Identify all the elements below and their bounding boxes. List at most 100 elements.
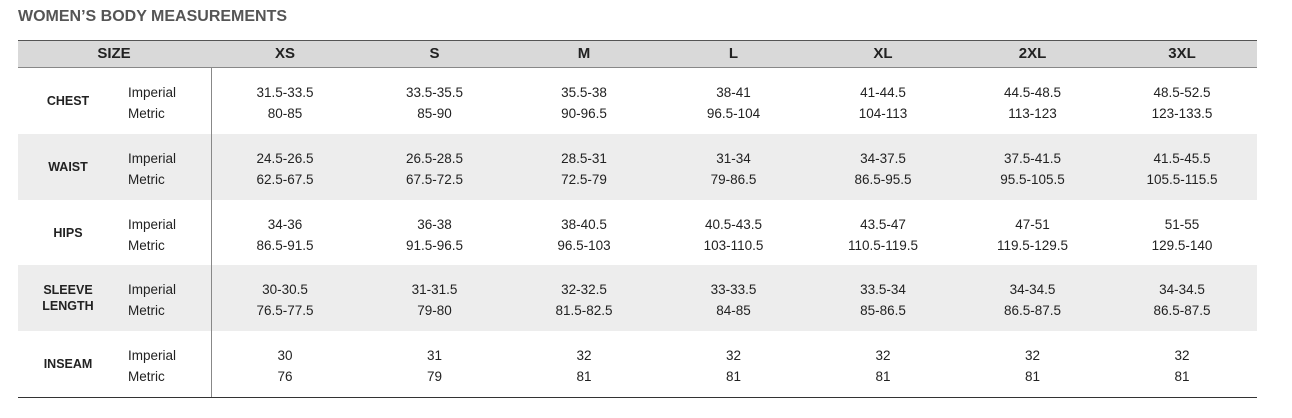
cell: 72.5-79 [561,171,607,187]
cell: 34-36 [267,216,303,232]
cell: 76.5-77.5 [256,303,314,319]
header-cell: SIZE [97,45,131,62]
row-label: WAIST [48,159,88,174]
cell: 62.5-67.5 [256,171,314,187]
cell: 26.5-28.5 [405,150,464,166]
cell: 35.5-38 [561,85,607,100]
cell: 96.5-103 [557,237,611,253]
cell: 81.5-82.5 [555,303,613,319]
row-label: HIPS [53,225,83,240]
unit-label: Metric [128,106,165,121]
cell: 34-34.5 [1159,282,1205,298]
cell: 67.5-72.5 [405,171,464,187]
unit-label: Imperial [128,85,177,100]
cell: 31 [426,348,443,364]
unit-label: Metric [128,303,165,319]
cell: 81 [875,369,891,385]
cell: 33.5-35.5 [405,85,464,100]
cell: 123-133.5 [1151,106,1213,121]
cell: 31.5-33.5 [256,85,314,100]
cell: 81 [576,369,592,385]
cell: 104-113 [858,106,908,121]
cell: 79-86.5 [710,171,757,187]
cell: 103-110.5 [703,237,764,253]
unit-label: Imperial [128,348,177,364]
row-bg [18,265,1257,332]
cell: 28.5-31 [561,150,607,166]
cell: 47-51 [1015,216,1050,232]
header-cell: L [728,45,739,62]
cell: 30-30.5 [262,282,308,298]
bottom-border [18,397,1257,398]
cell: 34-34.5 [1009,282,1056,298]
unit-label: Imperial [128,282,177,298]
cell: 32 [875,348,891,364]
cell: 86.5-95.5 [854,171,912,187]
header-cell: 2XL [1018,45,1047,62]
cell: 44.5-48.5 [1003,85,1062,100]
cell: 119.5-129.5 [996,237,1069,253]
cell: 86.5-87.5 [1003,303,1062,319]
header-bg [18,40,1257,68]
row-label: CHEST [46,93,90,108]
cell: 38-40.5 [561,216,607,232]
unit-label: Metric [128,237,165,253]
cell: 36-38 [417,216,452,232]
cell: 86.5-87.5 [1153,303,1211,319]
cell: 79-80 [417,303,452,319]
header-cell: XL [873,45,893,62]
cell: 85-90 [417,106,452,121]
cell: 33.5-34 [860,282,906,298]
cell: 91.5-96.5 [405,237,464,253]
cell: 33-33.5 [710,282,757,298]
cell: 85-86.5 [860,303,906,319]
cell: 32 [725,348,742,364]
cell: 37.5-41.5 [1003,150,1062,166]
cell: 40.5-43.5 [704,216,763,232]
header-cell: XS [274,45,296,62]
unit-label: Metric [128,171,165,187]
cell: 95.5-105.5 [1000,171,1065,187]
cell: 32 [576,348,592,364]
cell: 129.5-140 [1151,237,1213,253]
row-label: SLEEVE LENGTH [42,283,94,314]
cell: 113-123 [1008,106,1057,121]
cell: 41-44.5 [860,85,906,100]
cell: 105.5-115.5 [1146,171,1218,187]
cell: 81 [1024,369,1041,385]
cell: 90-96.5 [561,106,607,121]
header-cell: S [429,45,440,62]
title: WOMEN’S BODY MEASUREMENTS [18,8,288,25]
cell: 48.5-52.5 [1153,85,1211,100]
cell: 110.5-119.5 [847,237,919,253]
cell: 41.5-45.5 [1153,150,1211,166]
row-bg [18,133,1257,200]
cell: 38-41 [716,85,751,100]
cell: 30 [277,348,293,364]
cell: 31-34 [716,150,751,166]
cell: 32 [1174,348,1190,364]
divider [211,68,212,397]
unit-label: Imperial [128,150,177,166]
header-cell: 3XL [1168,45,1196,62]
cell: 24.5-26.5 [256,150,314,166]
cell: 32 [1024,348,1041,364]
cell: 76 [277,369,293,385]
cell: 86.5-91.5 [256,237,314,253]
header-cell: M [577,45,591,62]
cell: 34-37.5 [860,150,906,166]
cell: 84-85 [716,303,751,319]
unit-label: Metric [128,369,165,385]
cell: 96.5-104 [706,106,761,121]
cell: 81 [1174,369,1190,385]
cell: 51-55 [1164,216,1200,232]
cell: 80-85 [267,106,303,121]
unit-label: Imperial [128,216,177,232]
cell: 43.5-47 [860,216,906,232]
cell: 32-32.5 [561,282,607,298]
row-label: INSEAM [43,357,93,372]
cell: 81 [725,369,742,385]
cell: 79 [426,369,443,385]
cell: 31-31.5 [411,282,458,298]
